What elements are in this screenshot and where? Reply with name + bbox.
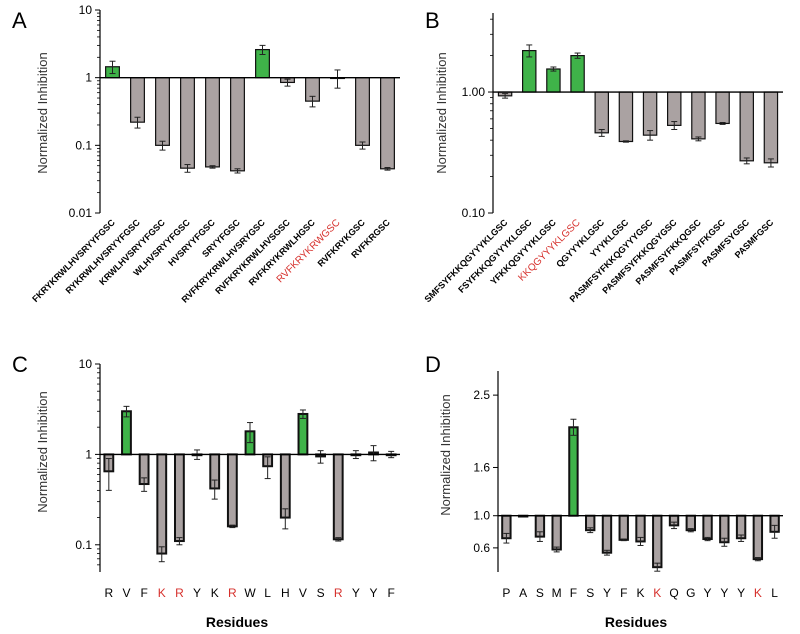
bar (652, 514, 663, 569)
bar (155, 77, 170, 146)
residue-label: L (264, 586, 271, 600)
panel-letter: D (425, 352, 441, 377)
residue-label: S (586, 586, 594, 600)
bar (297, 412, 309, 456)
bar (752, 514, 764, 561)
residue-label: R (334, 586, 343, 600)
y-tick-label: 2.5 (473, 388, 490, 402)
bar (618, 91, 634, 143)
residue-label: R (104, 586, 113, 600)
bar (594, 91, 609, 134)
residue-label: K (653, 586, 661, 600)
y-axis-label: Normalized Inhibition (35, 52, 50, 173)
bar (642, 91, 658, 136)
y-tick-label: 10 (79, 3, 93, 17)
bar (763, 91, 779, 164)
bar (130, 77, 145, 123)
y-tick-label: 1.6 (473, 460, 490, 474)
residue-label: Y (352, 586, 360, 600)
bar (702, 514, 713, 541)
bar (279, 453, 291, 519)
residue-label: Q (669, 586, 678, 600)
bar (205, 77, 220, 168)
residue-label: K (158, 586, 166, 600)
residue-label: F (620, 586, 627, 600)
residue-label: Y (193, 586, 201, 600)
bar (230, 77, 245, 172)
panel-letter: C (12, 352, 28, 377)
plot-layer: 0.101.00SMFSYFKKQGYYYKLGSCFSYFKKQGYYYKLG… (423, 13, 783, 304)
bar (618, 514, 629, 541)
y-tick-label: 1 (85, 71, 92, 85)
residue-label: G (686, 586, 695, 600)
residue-label: F (388, 586, 395, 600)
panel-b: B Normalized Inhibition 0.101.00SMFSYFKK… (423, 8, 783, 304)
residue-label: M (552, 586, 562, 600)
residue-label: S (536, 586, 544, 600)
y-axis-label: Normalized Inhibition (438, 394, 453, 515)
y-tick-label: 0.1 (75, 138, 92, 152)
residue-label: Y (603, 586, 611, 600)
residue-label: V (299, 586, 307, 600)
x-axis-label: Residues (206, 614, 268, 630)
bar (570, 55, 585, 93)
bar (180, 77, 195, 169)
residue-label: K (636, 586, 644, 600)
residue-label: K (754, 586, 762, 600)
bar (551, 514, 562, 551)
residue-label: F (140, 586, 147, 600)
residue-label: S (317, 586, 325, 600)
residue-label: H (281, 586, 290, 600)
panel-letter: A (12, 8, 27, 33)
bar (568, 426, 579, 517)
residue-label: K (211, 586, 219, 600)
residue-label: F (570, 586, 577, 600)
y-tick-label: 1 (85, 447, 92, 461)
residue-label: Y (720, 586, 728, 600)
bar (355, 77, 370, 146)
bar (667, 91, 682, 126)
bar (174, 453, 185, 543)
residue-label: Y (737, 586, 745, 600)
residue-label: L (771, 586, 778, 600)
y-tick-label: 1.00 (462, 85, 486, 99)
y-tick-label: 0.01 (69, 206, 93, 220)
y-axis-label: Normalized Inhibition (434, 52, 449, 173)
bar (226, 453, 238, 528)
plot-layer: 0.010.1110FKRYKRWLHVSRYYFGSCRYKRWLHVSRYY… (30, 3, 400, 305)
residue-label: A (519, 586, 527, 600)
residue-label: W (244, 586, 256, 600)
y-axis-label: Normalized Inhibition (35, 391, 50, 512)
x-axis-label: Residues (605, 614, 667, 630)
y-tick-label: 1.0 (473, 509, 490, 523)
panel-letter: B (425, 8, 440, 33)
bar (691, 91, 706, 140)
bar (332, 453, 344, 541)
residue-label: V (122, 586, 130, 600)
residue-label: P (502, 586, 510, 600)
bar (715, 91, 730, 125)
bar (380, 77, 395, 170)
bar (121, 410, 132, 456)
residue-label: Y (370, 586, 378, 600)
y-tick-label: 0.10 (462, 206, 486, 220)
residue-label: R (228, 586, 237, 600)
panel-c: C Normalized Inhibition Residues 0.1 1 10 R… (12, 352, 400, 630)
bar (685, 514, 696, 532)
residue-label: R (175, 586, 184, 600)
y-tick-label: 0.1 (75, 538, 92, 552)
residue-label: Y (704, 586, 712, 600)
bar (546, 68, 561, 93)
bar (739, 91, 754, 162)
plot-layer: 0.61.01.62.5P A S M F S Y F K K Q G Y Y Y K L (473, 371, 783, 600)
y-tick-label: 10 (79, 357, 93, 371)
bar (601, 514, 613, 554)
panel-a: A Normalized Inhibition 0.010.1110FKRYKR… (12, 3, 400, 305)
bar (156, 453, 168, 555)
panel-d: D Normalized Inhibition Residues 0.6 1.0 1… (425, 352, 783, 630)
y-tick-label: 0.6 (473, 541, 490, 555)
